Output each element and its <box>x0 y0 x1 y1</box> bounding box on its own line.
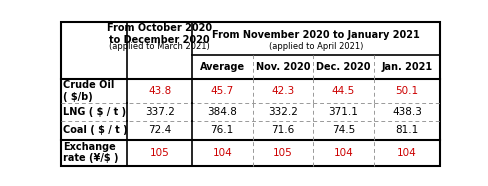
Text: LNG ( $ / t ): LNG ( $ / t ) <box>63 107 126 117</box>
Text: Nov. 2020: Nov. 2020 <box>255 62 309 72</box>
Text: 45.7: 45.7 <box>210 86 233 96</box>
Text: 50.1: 50.1 <box>395 86 418 96</box>
Text: 76.1: 76.1 <box>210 125 233 135</box>
Text: 332.2: 332.2 <box>267 107 297 117</box>
Text: From November 2020 to January 2021: From November 2020 to January 2021 <box>212 30 419 40</box>
Text: 42.3: 42.3 <box>271 86 294 96</box>
Text: 71.6: 71.6 <box>271 125 294 135</box>
Text: 43.8: 43.8 <box>148 86 171 96</box>
Text: 105: 105 <box>149 148 169 158</box>
Text: 44.5: 44.5 <box>331 86 354 96</box>
Text: 72.4: 72.4 <box>148 125 171 135</box>
Text: From October 2020
to December 2020: From October 2020 to December 2020 <box>107 23 212 45</box>
Text: 105: 105 <box>272 148 292 158</box>
Text: 104: 104 <box>212 148 232 158</box>
Text: Coal ( $ / t ): Coal ( $ / t ) <box>63 125 127 135</box>
Text: 104: 104 <box>396 148 416 158</box>
Text: 337.2: 337.2 <box>144 107 174 117</box>
Text: 74.5: 74.5 <box>331 125 354 135</box>
Text: 438.3: 438.3 <box>391 107 421 117</box>
Text: (applied to April 2021): (applied to April 2021) <box>268 42 363 51</box>
Text: Dec. 2020: Dec. 2020 <box>316 62 370 72</box>
Text: 384.8: 384.8 <box>207 107 237 117</box>
Text: (applied to March 2021): (applied to March 2021) <box>109 42 210 51</box>
Text: 104: 104 <box>333 148 353 158</box>
Text: Crude Oil
( $/b): Crude Oil ( $/b) <box>63 80 114 102</box>
Text: Jan. 2021: Jan. 2021 <box>381 62 431 72</box>
Text: 81.1: 81.1 <box>394 125 418 135</box>
Text: Exchange
rate (¥/$ ): Exchange rate (¥/$ ) <box>63 142 118 163</box>
Text: 371.1: 371.1 <box>328 107 358 117</box>
Text: Average: Average <box>199 62 244 72</box>
